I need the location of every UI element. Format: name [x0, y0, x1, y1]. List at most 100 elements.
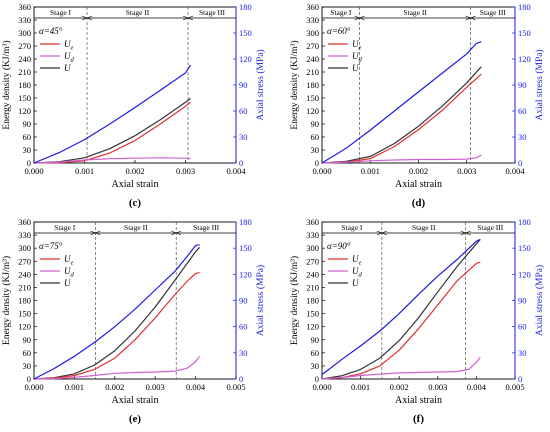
- y-tick-label: 150: [306, 93, 319, 103]
- y-tick-label: 360: [18, 217, 31, 227]
- x-tick-label: 0.001: [75, 166, 94, 176]
- legend-main: U: [352, 266, 359, 276]
- stage-label: Stage III: [477, 223, 504, 232]
- x-tick-label: 0.001: [351, 382, 370, 392]
- y-axis-label: Energy density (KJ/m³): [289, 256, 300, 345]
- y2-tick-label: 0: [518, 158, 522, 168]
- alpha-annotation: α=75°: [39, 241, 63, 251]
- y2-tick-label: 60: [518, 106, 527, 116]
- y2-tick-label: 180: [518, 217, 531, 227]
- legend-entry: Ud: [64, 266, 75, 279]
- y-tick-label: 330: [18, 15, 31, 25]
- plot-frame: [321, 6, 516, 164]
- y-tick-label: 120: [306, 322, 319, 332]
- series-line-ue: [321, 261, 481, 380]
- legend-main: U: [64, 278, 71, 288]
- y-tick-label: 240: [18, 54, 31, 64]
- x-tick-label: 0.004: [505, 166, 525, 176]
- y-axis-label: Energy density (KJ/m³): [1, 256, 12, 345]
- legend-sub: d: [359, 57, 363, 64]
- y2-tick-label: 120: [518, 54, 531, 64]
- series-line-u: [321, 66, 482, 164]
- y2-tick-label: 60: [518, 322, 527, 332]
- y-tick-label: 210: [306, 67, 319, 77]
- stage-arrow: [358, 15, 365, 21]
- y2-axis-label: Axial stress (MPa): [534, 49, 545, 120]
- y-tick-label: 180: [306, 80, 319, 90]
- panel-label: (f): [413, 413, 424, 425]
- series-line-u: [33, 97, 191, 164]
- y-tick-label: 150: [306, 309, 319, 319]
- y-tick-label: 120: [18, 322, 31, 332]
- y-tick-label: 240: [18, 269, 31, 279]
- y2-tick-label: 90: [239, 296, 248, 306]
- y2-tick-label: 60: [239, 106, 248, 116]
- y-tick-label: 240: [306, 54, 319, 64]
- stage-label: Stage I: [341, 223, 363, 232]
- x-tick-label: 0.000: [24, 166, 43, 176]
- y-tick-label: 330: [18, 230, 31, 240]
- y-tick-label: 30: [311, 145, 320, 155]
- y-tick-label: 60: [311, 132, 320, 142]
- x-axis-label: Axial strain: [112, 179, 159, 190]
- x-tick-label: 0.002: [390, 382, 409, 392]
- legend-main: U: [352, 254, 359, 264]
- y2-tick-label: 30: [239, 348, 248, 358]
- y-tick-label: 0: [27, 374, 31, 384]
- y-tick-label: 30: [311, 361, 320, 371]
- y-tick-label: 120: [18, 106, 31, 116]
- y2-axis-label: Axial stress (MPa): [255, 49, 266, 120]
- legend-sub: d: [71, 57, 75, 64]
- y2-tick-label: 0: [239, 158, 243, 168]
- x-tick-label: 0.004: [467, 382, 487, 392]
- alpha-annotation: α=60°: [327, 26, 351, 36]
- legend-entry: Ue: [64, 39, 74, 52]
- y-tick-label: 300: [306, 28, 319, 38]
- x-tick-label: 0.003: [457, 166, 476, 176]
- x-tick-label: 0.000: [312, 166, 331, 176]
- legend-entry: Ud: [352, 51, 363, 64]
- y-tick-label: 360: [306, 2, 319, 12]
- x-tick-label: 0.001: [65, 382, 84, 392]
- stage-arrow: [469, 15, 476, 21]
- x-tick-label: 0.005: [505, 382, 524, 392]
- y-tick-label: 90: [23, 119, 32, 129]
- y-tick-label: 150: [18, 93, 31, 103]
- y2-tick-label: 30: [518, 132, 527, 142]
- x-tick-label: 0.004: [226, 166, 246, 176]
- y-tick-label: 270: [306, 256, 319, 266]
- y2-axis-label: Axial stress (MPa): [534, 265, 545, 336]
- y2-tick-label: 120: [239, 269, 252, 279]
- legend-sub: e: [359, 45, 362, 52]
- legend-entry: Ud: [352, 266, 363, 279]
- x-axis-label: Axial strain: [112, 395, 159, 406]
- stage-label: Stage I: [330, 8, 352, 17]
- y-tick-label: 270: [18, 41, 31, 51]
- y-tick-label: 270: [18, 256, 31, 266]
- x-tick-label: 0.002: [409, 166, 428, 176]
- y2-tick-label: 180: [518, 2, 531, 12]
- legend-sub: e: [71, 260, 74, 267]
- x-tick-label: 0.002: [105, 382, 124, 392]
- y2-tick-label: 0: [239, 374, 243, 384]
- legend-entry: Ue: [352, 39, 362, 52]
- stage-label: Stage II: [412, 223, 436, 232]
- y-tick-label: 330: [306, 15, 319, 25]
- y-tick-label: 0: [315, 158, 319, 168]
- series-line-ud: [321, 154, 482, 164]
- legend-entry: Ue: [64, 254, 74, 267]
- y-tick-label: 210: [18, 282, 31, 292]
- legend-entry: U: [64, 278, 71, 288]
- series-line-ue: [321, 73, 482, 164]
- y-tick-label: 120: [306, 106, 319, 116]
- legend-sub: e: [359, 260, 362, 267]
- stage-label: Stage II: [124, 223, 148, 232]
- series-line-ud: [321, 356, 481, 380]
- y2-tick-label: 30: [239, 132, 248, 142]
- y-tick-label: 300: [18, 28, 31, 38]
- legend-main: U: [352, 63, 359, 73]
- stage-label: Stage I: [54, 223, 76, 232]
- y2-tick-label: 180: [239, 2, 252, 12]
- y-tick-label: 360: [18, 2, 31, 12]
